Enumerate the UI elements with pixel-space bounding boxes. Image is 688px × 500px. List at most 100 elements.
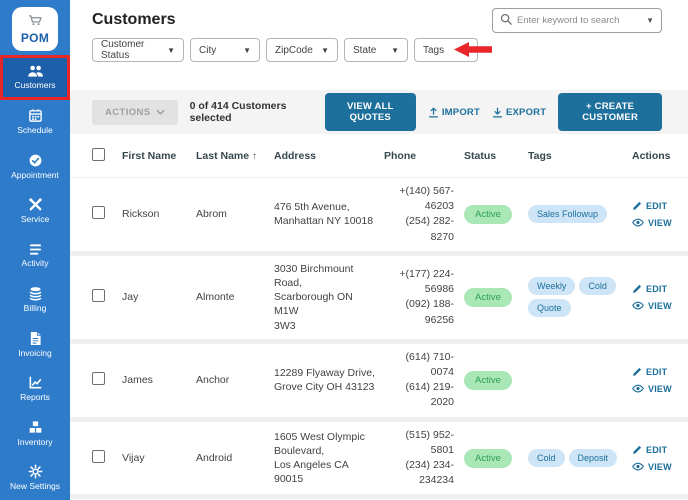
sidebar-item-inventory[interactable]: Inventory	[0, 411, 70, 456]
cell-last-name: Abrom	[196, 208, 227, 221]
pencil-icon	[633, 367, 642, 376]
export-button[interactable]: EXPORT	[492, 107, 546, 118]
eye-icon	[632, 384, 644, 393]
sidebar-item-label: Schedule	[17, 125, 53, 136]
edit-button[interactable]: EDIT	[632, 367, 667, 377]
import-button[interactable]: IMPORT	[428, 107, 480, 118]
cell-first-name: James	[122, 374, 153, 387]
column-header-tags[interactable]: Tags	[528, 149, 552, 162]
pencil-icon	[633, 201, 642, 210]
column-header-address[interactable]: Address	[274, 149, 317, 162]
pencil-icon	[633, 284, 642, 293]
row-checkbox[interactable]	[92, 372, 105, 386]
search-input[interactable]	[517, 15, 642, 26]
search-dropdown-caret-icon[interactable]: ▼	[646, 16, 654, 25]
row-checkbox[interactable]	[92, 289, 105, 303]
sidebar-item-reports[interactable]: Reports	[0, 367, 70, 412]
cart-icon	[28, 13, 43, 31]
sidebar-item-new-settings[interactable]: New Settings	[0, 456, 70, 500]
sidebar-item-label: Reports	[20, 392, 50, 403]
sidebar-item-service[interactable]: Service	[0, 189, 70, 234]
cell-phone: +(140) 567-46203 (254) 282-8270	[399, 185, 454, 243]
cell-first-name: Vijay	[122, 452, 145, 465]
filter-zipcode[interactable]: ZipCode ▼	[266, 38, 338, 62]
sidebar-item-activity[interactable]: Activity	[0, 233, 70, 278]
sidebar-item-appointment[interactable]: Appointment	[0, 144, 70, 189]
download-icon	[492, 107, 503, 117]
logo-text: POM	[20, 31, 50, 45]
sidebar-item-schedule[interactable]: Schedule	[0, 100, 70, 145]
cell-actions: EDIT VIEW	[632, 201, 680, 228]
gear-icon	[28, 464, 43, 479]
status-badge: Active	[464, 204, 512, 224]
column-header-first-name[interactable]: First Name	[122, 149, 177, 162]
cell-first-name: Rickson	[122, 208, 160, 221]
sort-ascending-icon: ↑	[252, 150, 258, 162]
sidebar-item-label: Customers	[14, 80, 56, 91]
pencil-icon	[633, 445, 642, 454]
view-button[interactable]: VIEW	[632, 384, 672, 394]
upload-icon	[428, 107, 438, 117]
view-button[interactable]: VIEW	[632, 462, 672, 472]
status-badge: Active	[464, 448, 512, 468]
actions-dropdown-button[interactable]: ACTIONS	[92, 99, 178, 125]
sidebar-item-label: Invoicing	[18, 347, 52, 358]
cell-address: 1605 West Olympic Boulevard, Los Angeles…	[274, 430, 365, 486]
filter-city[interactable]: City ▼	[190, 38, 260, 62]
cell-phone: +(177) 224-56986 (092) 188-96256	[399, 267, 454, 326]
edit-button[interactable]: EDIT	[632, 201, 667, 211]
filter-customer-status[interactable]: Customer Status ▼	[92, 38, 184, 62]
search-box: ▼	[492, 8, 662, 33]
app-logo: POM	[12, 7, 58, 51]
cell-address: 3030 Birchmount Road, Scarborough ON M1W…	[274, 262, 354, 332]
column-header-actions: Actions	[632, 149, 671, 162]
list-icon	[28, 243, 43, 256]
column-header-last-name[interactable]: Last Name ↑	[196, 149, 258, 162]
sidebar-item-billing[interactable]: Billing	[0, 278, 70, 323]
sidebar-item-invoicing[interactable]: Invoicing	[0, 322, 70, 367]
row-checkbox[interactable]	[92, 450, 105, 464]
status-badge: Active	[464, 287, 512, 307]
main-content: Customers ▼ Customer Status▼ City▼ ZipCo…	[70, 0, 688, 500]
sidebar-menu: Customers Schedule Appointment Service A…	[0, 55, 70, 500]
filter-state[interactable]: State ▼	[344, 38, 408, 62]
action-bar: ACTIONS 0 of 414 Customers selected VIEW…	[70, 90, 688, 134]
page-header: Customers ▼ Customer Status▼ City▼ ZipCo…	[70, 0, 688, 90]
eye-icon	[632, 462, 644, 471]
sidebar-item-label: Inventory	[17, 436, 53, 447]
create-customer-button[interactable]: + CREATE CUSTOMER	[558, 93, 662, 131]
column-header-phone[interactable]: Phone	[384, 149, 417, 162]
view-button[interactable]: VIEW	[632, 301, 672, 311]
tag-pill: Deposit	[568, 449, 618, 468]
view-button[interactable]: VIEW	[632, 218, 672, 228]
boxes-icon	[28, 420, 43, 435]
edit-button[interactable]: EDIT	[632, 445, 667, 455]
status-badge: Active	[464, 370, 512, 390]
table-row: Rickson Abrom 476 5th Avenue, Manhattan …	[70, 178, 688, 251]
column-header-status[interactable]: Status	[464, 149, 497, 162]
cell-address: 12289 Flyaway Drive, Grove City OH 43123	[274, 367, 375, 394]
red-annotation-arrow	[454, 41, 492, 63]
edit-button[interactable]: EDIT	[632, 284, 667, 294]
check-circle-icon	[28, 153, 43, 168]
eye-icon	[632, 218, 644, 227]
view-all-quotes-button[interactable]: VIEW ALL QUOTES	[324, 93, 416, 131]
search-icon	[500, 12, 512, 30]
table-row: Jay Almonte 3030 Birchmount Road, Scarbo…	[70, 255, 688, 339]
select-all-checkbox[interactable]	[92, 147, 105, 161]
cell-tags: Sales Followup	[528, 205, 632, 224]
cell-last-name: Android	[196, 452, 233, 465]
tag-pill: Weekly	[528, 277, 576, 296]
sidebar-item-customers[interactable]: Customers	[0, 55, 70, 100]
cell-actions: EDIT VIEW	[632, 284, 680, 311]
eye-icon	[632, 301, 644, 310]
cell-tags: Cold Deposit	[528, 449, 632, 468]
cell-actions: EDIT VIEW	[632, 445, 680, 472]
chart-icon	[28, 375, 43, 390]
tools-icon	[28, 197, 43, 212]
sidebar-item-label: Activity	[21, 257, 49, 268]
cell-tags: Weekly Cold Quote	[528, 277, 632, 318]
customer-table-body: Rickson Abrom 476 5th Avenue, Manhattan …	[70, 178, 688, 500]
row-checkbox[interactable]	[92, 206, 105, 220]
filter-tags[interactable]: Tags▼	[414, 38, 478, 62]
